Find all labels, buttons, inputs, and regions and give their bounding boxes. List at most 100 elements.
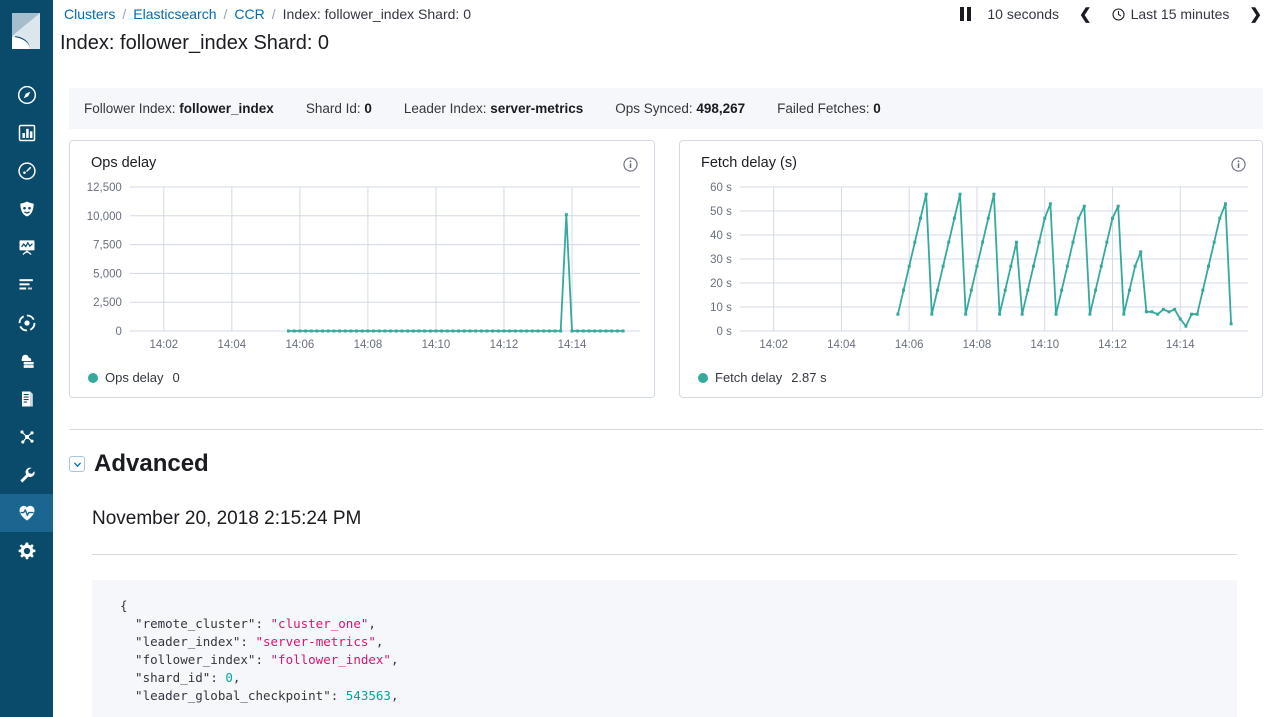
breadcrumb-separator: / bbox=[223, 6, 228, 22]
chevron-right-icon[interactable]: ❯ bbox=[1249, 6, 1262, 23]
code-token-punct: : bbox=[330, 688, 346, 703]
data-point bbox=[304, 329, 308, 333]
sidebar-item-discover[interactable] bbox=[0, 76, 53, 114]
breadcrumb-item-clusters[interactable]: Clusters bbox=[64, 6, 116, 22]
summary-label: Ops Synced: bbox=[615, 101, 697, 116]
breadcrumb-item-ccr[interactable]: CCR bbox=[234, 6, 265, 22]
code-token-str: "follower_index" bbox=[270, 652, 391, 667]
data-point bbox=[1161, 307, 1165, 311]
series-line bbox=[897, 193, 1233, 328]
data-point bbox=[1167, 310, 1171, 314]
data-point bbox=[1111, 216, 1115, 220]
chevron-left-icon[interactable]: ❮ bbox=[1079, 6, 1092, 23]
chevron-down-icon[interactable] bbox=[69, 456, 85, 472]
sidebar-item-apm[interactable] bbox=[0, 304, 53, 342]
gear-icon bbox=[18, 542, 35, 560]
y-axis-tick-label: 20 s bbox=[710, 278, 732, 290]
breadcrumb-item-elasticsearch[interactable]: Elasticsearch bbox=[133, 6, 217, 22]
pause-icon[interactable] bbox=[960, 7, 972, 21]
data-point bbox=[457, 329, 461, 333]
legend-value: 0 bbox=[172, 370, 180, 385]
sidebar-item-dev-tools[interactable] bbox=[0, 456, 53, 494]
data-point bbox=[610, 329, 614, 333]
breadcrumb-separator: / bbox=[271, 6, 276, 22]
data-point bbox=[958, 192, 962, 196]
legend-label: Ops delay bbox=[105, 370, 164, 385]
data-point bbox=[919, 216, 923, 220]
info-icon[interactable] bbox=[1231, 157, 1246, 172]
y-axis-tick-label: 7,500 bbox=[93, 240, 122, 252]
refresh-interval-button[interactable]: 10 seconds bbox=[987, 6, 1059, 22]
data-point bbox=[542, 329, 546, 333]
fetch-delay-panel: Fetch delay (s) 0 s 10 s 20 s 30 s 40 s 50 s 6… bbox=[679, 140, 1263, 398]
data-point bbox=[941, 264, 945, 268]
data-point bbox=[1054, 312, 1058, 316]
code-token-key: "leader_index" bbox=[120, 634, 241, 649]
x-axis-tick-label: 14:02 bbox=[759, 339, 788, 351]
sidebar-item-infrastructure[interactable] bbox=[0, 342, 53, 380]
compass-icon bbox=[17, 85, 36, 105]
section-divider bbox=[69, 429, 1263, 430]
data-point bbox=[1077, 216, 1081, 220]
data-point bbox=[1088, 312, 1092, 316]
ops-delay-title: Ops delay bbox=[91, 155, 157, 171]
x-axis-tick-label: 14:10 bbox=[1030, 339, 1059, 351]
logs-icon bbox=[19, 279, 33, 290]
x-axis-tick-label: 14:14 bbox=[1166, 339, 1195, 351]
y-axis-tick-label: 30 s bbox=[710, 254, 732, 266]
primary-sidebar bbox=[0, 0, 53, 717]
summary-value: 498,267 bbox=[696, 101, 746, 116]
data-point bbox=[570, 329, 574, 333]
sidebar-item-security[interactable] bbox=[0, 190, 53, 228]
data-point bbox=[1020, 312, 1024, 316]
data-point bbox=[1127, 288, 1131, 292]
info-icon[interactable] bbox=[623, 157, 638, 172]
time-range-button[interactable]: Last 15 minutes bbox=[1112, 6, 1229, 22]
data-point bbox=[309, 329, 313, 333]
data-point bbox=[564, 213, 568, 217]
bar-chart-icon bbox=[18, 124, 35, 142]
summary-item: Leader Index: server-metrics bbox=[404, 101, 583, 116]
legend-value: 2.87 s bbox=[791, 370, 827, 385]
data-point bbox=[1122, 312, 1126, 316]
data-point bbox=[343, 329, 347, 333]
kibana-logo[interactable] bbox=[0, 0, 53, 62]
fetch-delay-title: Fetch delay (s) bbox=[701, 155, 797, 171]
sidebar-item-monitoring[interactable] bbox=[0, 494, 53, 532]
top-bar: Clusters / Elasticsearch / CCR / Index: … bbox=[53, 0, 1276, 28]
data-point bbox=[394, 329, 398, 333]
sidebar-item-visualize[interactable] bbox=[0, 114, 53, 152]
data-point bbox=[1037, 240, 1041, 244]
sidebar-item-management[interactable] bbox=[0, 532, 53, 570]
y-axis-tick-label: 10,000 bbox=[87, 211, 122, 223]
time-controls: 10 seconds ❮ Last 15 minutes ❯ bbox=[960, 5, 1276, 23]
advanced-section-header[interactable]: Advanced bbox=[69, 450, 209, 478]
summary-label: Leader Index: bbox=[403, 101, 491, 116]
fetch-delay-chart[interactable]: 0 s 10 s 20 s 30 s 40 s 50 s 60 s 14:02 14:04 14:… bbox=[680, 179, 1262, 359]
x-axis-tick-label: 14:06 bbox=[286, 339, 315, 351]
data-point bbox=[496, 329, 500, 333]
x-axis-tick-label: 14:08 bbox=[354, 339, 383, 351]
data-point bbox=[896, 312, 900, 316]
sidebar-item-canvas[interactable] bbox=[0, 380, 53, 418]
sidebar-item-timelion[interactable] bbox=[0, 228, 53, 266]
x-axis-tick-label: 14:08 bbox=[963, 339, 992, 351]
data-point bbox=[1009, 264, 1013, 268]
data-point bbox=[1105, 240, 1109, 244]
code-token-punct: , bbox=[390, 688, 399, 703]
sidebar-item-dashboard[interactable] bbox=[0, 152, 53, 190]
data-point bbox=[355, 329, 359, 333]
data-point bbox=[338, 329, 342, 333]
sidebar-item-logs[interactable] bbox=[0, 266, 53, 304]
data-point bbox=[1201, 288, 1205, 292]
data-point bbox=[907, 264, 911, 268]
data-point bbox=[935, 288, 939, 292]
data-point bbox=[1071, 240, 1075, 244]
data-point bbox=[406, 329, 410, 333]
code-token-punct: : bbox=[240, 634, 256, 649]
ops-delay-chart[interactable]: 0 2,500 5,000 7,500 10,000 12,500 14:02 14:04 14… bbox=[70, 179, 654, 359]
code-token-key: "follower_index" bbox=[120, 652, 256, 667]
clock-icon bbox=[1112, 7, 1125, 21]
sidebar-item-graph[interactable] bbox=[0, 418, 53, 456]
legend-color-swatch bbox=[698, 372, 708, 383]
